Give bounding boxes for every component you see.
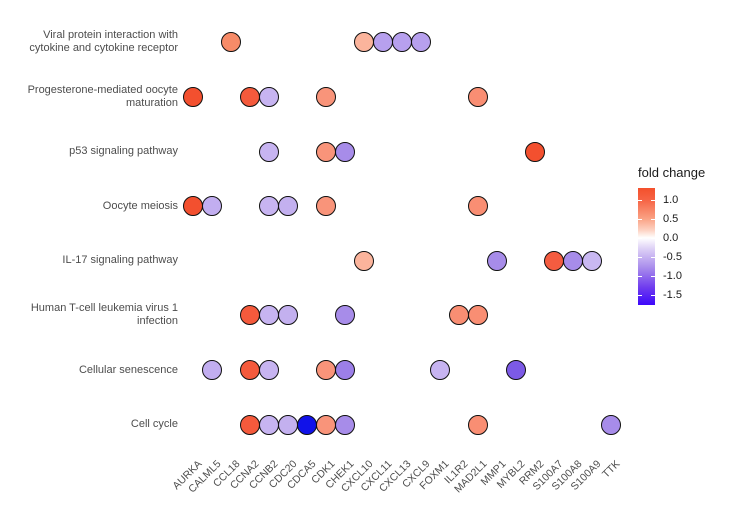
data-point-chek1 [334, 360, 355, 381]
legend-tick-mark [651, 199, 655, 201]
data-point-cxcl9 [411, 32, 432, 53]
legend-gradient-bar: 1.0 0.5 0.0 -0.5 -1.0 -1.5 [638, 188, 682, 305]
legend-tick-mark [638, 237, 642, 239]
data-point-cdk1 [315, 360, 336, 381]
legend-tick-mark [638, 218, 642, 220]
data-point-cdk1 [315, 196, 336, 217]
y-axis-label: Viral protein interaction with cytokine … [29, 29, 178, 55]
legend-tick-mark [651, 276, 655, 278]
y-axis-label: Cellular senescence [78, 363, 178, 376]
data-point-calml5 [201, 196, 222, 217]
legend-tick-label: -0.5 [663, 251, 682, 264]
data-point-chek1 [334, 141, 355, 162]
data-point-ccnb2 [258, 360, 279, 381]
data-point-ccna2 [239, 360, 260, 381]
data-point-rrm2 [525, 141, 546, 162]
data-point-cdc20 [277, 305, 298, 326]
legend-tick-label: 1.0 [663, 193, 679, 206]
data-point-mybl2 [506, 360, 527, 381]
data-point-ccl18 [220, 32, 241, 53]
data-point-aurka [182, 196, 203, 217]
data-point-ccna2 [239, 414, 260, 435]
legend-tick-label: 0.0 [663, 231, 679, 244]
data-point-cdk1 [315, 86, 336, 107]
data-point-il1r2 [449, 305, 470, 326]
data-point-cdk1 [315, 141, 336, 162]
data-point-ttk [601, 414, 622, 435]
y-axis-label: Cell cycle [130, 418, 178, 431]
legend-title: fold change [638, 165, 706, 180]
y-axis-label: IL-17 signaling pathway [62, 254, 178, 267]
legend-tick-label: -1.0 [663, 270, 682, 283]
data-point-foxm1 [430, 360, 451, 381]
data-point-cxcl10 [353, 32, 374, 53]
plot-panel [182, 15, 622, 452]
data-point-chek1 [334, 414, 355, 435]
data-point-calml5 [201, 360, 222, 381]
legend-tick-mark [638, 295, 642, 297]
legend-tick-label: 0.5 [663, 212, 679, 225]
data-point-cdca5 [296, 414, 317, 435]
data-point-cdc20 [277, 414, 298, 435]
data-point-chek1 [334, 305, 355, 326]
legend-tick-mark [638, 257, 642, 259]
legend-tick-label: -1.5 [663, 289, 682, 302]
data-point-cdk1 [315, 414, 336, 435]
y-axis-label: Human T-cell leukemia virus 1 infection [30, 302, 178, 328]
data-point-mad2l1 [468, 196, 489, 217]
data-point-cxcl13 [391, 32, 412, 53]
data-point-mad2l1 [468, 414, 489, 435]
data-point-mmp1 [487, 250, 508, 271]
fold-change-legend: fold change 1.0 0.5 0.0 -0.5 -1.0 -1.5 [638, 165, 733, 305]
data-point-ccna2 [239, 305, 260, 326]
data-point-s100a7 [544, 250, 565, 271]
legend-tick-mark [651, 218, 655, 220]
legend-tick-mark [651, 295, 655, 297]
data-point-mad2l1 [468, 305, 489, 326]
legend-tick-mark [638, 199, 642, 201]
data-point-cxcl11 [372, 32, 393, 53]
y-axis-label: Oocyte meiosis [102, 199, 178, 212]
data-point-cdc20 [277, 196, 298, 217]
data-point-ccnb2 [258, 414, 279, 435]
data-point-ccnb2 [258, 196, 279, 217]
legend-tick-mark [651, 237, 655, 239]
data-point-aurka [182, 86, 203, 107]
legend-tick-mark [651, 257, 655, 259]
y-axis-label: p53 signaling pathway [69, 145, 178, 158]
data-point-s100a8 [563, 250, 584, 271]
data-point-s100a9 [582, 250, 603, 271]
legend-tick-mark [638, 276, 642, 278]
data-point-mad2l1 [468, 86, 489, 107]
data-point-ccna2 [239, 86, 260, 107]
data-point-cxcl10 [353, 250, 374, 271]
y-axis-label: Progesterone-mediated oocyte maturation [27, 83, 178, 109]
data-point-ccnb2 [258, 141, 279, 162]
data-point-ccnb2 [258, 305, 279, 326]
data-point-ccnb2 [258, 86, 279, 107]
